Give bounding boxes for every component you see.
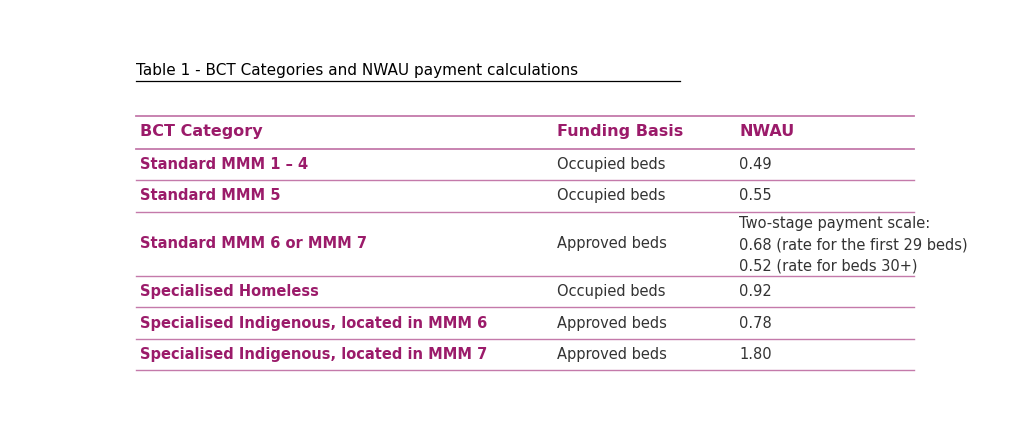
Text: Specialised Homeless: Specialised Homeless — [140, 284, 318, 299]
Text: Occupied beds: Occupied beds — [557, 188, 665, 203]
Text: Specialised Indigenous, located in MMM 7: Specialised Indigenous, located in MMM 7 — [140, 347, 487, 362]
Text: 0.92: 0.92 — [739, 284, 772, 299]
Text: Funding Basis: Funding Basis — [557, 124, 683, 139]
Text: Standard MMM 6 or MMM 7: Standard MMM 6 or MMM 7 — [140, 236, 367, 251]
Text: Specialised Indigenous, located in MMM 6: Specialised Indigenous, located in MMM 6 — [140, 316, 487, 331]
Text: 0.49: 0.49 — [739, 157, 772, 172]
Text: NWAU: NWAU — [739, 124, 795, 139]
Text: 0.78: 0.78 — [739, 316, 772, 331]
Text: Approved beds: Approved beds — [557, 347, 667, 362]
Text: BCT Category: BCT Category — [140, 124, 262, 139]
Text: Standard MMM 1 – 4: Standard MMM 1 – 4 — [140, 157, 308, 172]
Text: Approved beds: Approved beds — [557, 236, 667, 251]
Text: 1.80: 1.80 — [739, 347, 772, 362]
Text: Occupied beds: Occupied beds — [557, 157, 665, 172]
Text: Occupied beds: Occupied beds — [557, 284, 665, 299]
Text: Approved beds: Approved beds — [557, 316, 667, 331]
Text: Table 1 - BCT Categories and NWAU payment calculations: Table 1 - BCT Categories and NWAU paymen… — [136, 63, 579, 78]
Text: Standard MMM 5: Standard MMM 5 — [140, 188, 281, 203]
Text: Two-stage payment scale:
0.68 (rate for the first 29 beds)
0.52 (rate for beds 3: Two-stage payment scale: 0.68 (rate for … — [739, 216, 968, 274]
Text: 0.55: 0.55 — [739, 188, 772, 203]
